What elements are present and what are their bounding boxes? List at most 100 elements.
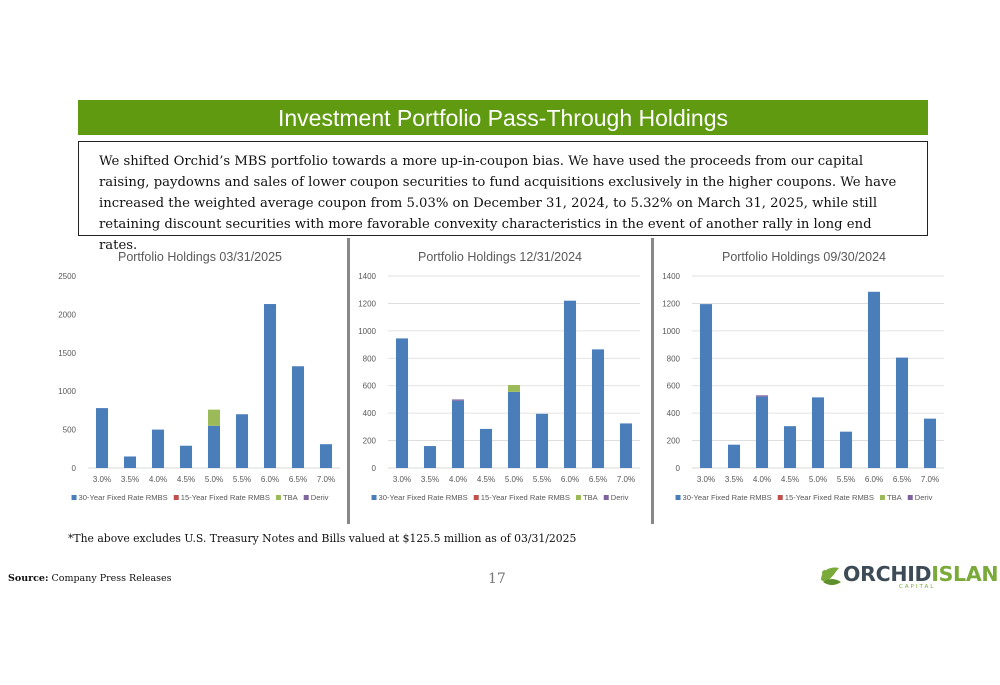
bar-segment bbox=[923, 418, 937, 468]
y-tick-label: 0 bbox=[676, 464, 681, 473]
legend-swatch bbox=[879, 495, 885, 500]
bar-segment bbox=[839, 431, 853, 468]
x-tick-label: 5.0% bbox=[809, 475, 827, 484]
bar-segment bbox=[535, 413, 549, 468]
x-tick-label: 6.0% bbox=[865, 475, 883, 484]
x-tick-label: 4.0% bbox=[149, 475, 167, 484]
x-tick-label: 3.0% bbox=[697, 475, 715, 484]
logo-subtitle: CAPITAL bbox=[899, 584, 936, 590]
x-tick-label: 5.5% bbox=[533, 475, 551, 484]
x-tick-label: 6.5% bbox=[289, 475, 307, 484]
x-tick-label: 7.0% bbox=[317, 475, 335, 484]
logo-wordmark: ORCHIDISLAND bbox=[843, 562, 1000, 586]
bar-segment bbox=[507, 391, 521, 468]
x-tick-label: 4.5% bbox=[781, 475, 799, 484]
y-tick-label: 0 bbox=[72, 464, 77, 473]
y-tick-label: 600 bbox=[667, 382, 681, 391]
bar-segment bbox=[207, 425, 221, 468]
intro-text: We shifted Orchid’s MBS portfolio toward… bbox=[78, 141, 928, 253]
legend-label: 30-Year Fixed Rate RMBS bbox=[379, 493, 468, 502]
bar-segment bbox=[451, 400, 465, 468]
legend-label: 15-Year Fixed Rate RMBS bbox=[785, 493, 874, 502]
legend: 30-Year Fixed Rate RMBS 15-Year Fixed Rat… bbox=[675, 493, 933, 502]
legend: 30-Year Fixed Rate RMBS 15-Year Fixed Rat… bbox=[371, 493, 629, 502]
legend: 30-Year Fixed Rate RMBS 15-Year Fixed Rat… bbox=[71, 493, 329, 502]
chart-title: Portfolio Holdings 12/31/2024 bbox=[418, 250, 582, 264]
bar-segment bbox=[811, 397, 825, 468]
y-tick-label: 800 bbox=[363, 354, 377, 363]
x-tick-label: 4.5% bbox=[477, 475, 495, 484]
y-tick-label: 1200 bbox=[662, 299, 680, 308]
bar-segment bbox=[479, 428, 493, 468]
y-tick-label: 2000 bbox=[58, 310, 76, 319]
legend-label: Deriv bbox=[915, 493, 933, 502]
y-tick-label: 2500 bbox=[58, 272, 76, 281]
legend-label: Deriv bbox=[311, 493, 329, 502]
legend-swatch bbox=[777, 495, 783, 500]
y-tick-label: 1000 bbox=[662, 327, 680, 336]
bar-segment bbox=[895, 357, 909, 468]
x-tick-label: 7.0% bbox=[921, 475, 939, 484]
legend-label: 30-Year Fixed Rate RMBS bbox=[79, 493, 168, 502]
bar-segment bbox=[319, 444, 333, 468]
chart-title: Portfolio Holdings 03/31/2025 bbox=[118, 250, 282, 264]
chart-divider bbox=[347, 238, 350, 524]
legend-label: TBA bbox=[887, 493, 903, 502]
y-tick-label: 1400 bbox=[662, 272, 680, 281]
legend-label: 15-Year Fixed Rate RMBS bbox=[181, 493, 270, 502]
x-tick-label: 5.5% bbox=[837, 475, 855, 484]
bar-segment bbox=[507, 385, 521, 392]
y-tick-label: 600 bbox=[363, 382, 377, 391]
chart-title: Portfolio Holdings 09/30/2024 bbox=[722, 250, 886, 264]
chart-holdings-q1-2025: Portfolio Holdings 03/31/2025 0 500 1000 150… bbox=[50, 240, 350, 525]
x-tick-label: 7.0% bbox=[617, 475, 635, 484]
logo-word-orchid: ORCHID bbox=[843, 562, 932, 586]
x-tick-label: 6.0% bbox=[561, 475, 579, 484]
x-tick-label: 5.0% bbox=[505, 475, 523, 484]
x-tick-label: 4.5% bbox=[177, 475, 195, 484]
bar-segment bbox=[563, 300, 577, 468]
legend-label: 30-Year Fixed Rate RMBS bbox=[683, 493, 772, 502]
chart-svg: Portfolio Holdings 12/31/2024 0 200 400 600 8… bbox=[358, 250, 640, 502]
bar-segment bbox=[235, 414, 249, 468]
x-tick-label: 3.5% bbox=[725, 475, 743, 484]
legend-swatch bbox=[275, 495, 281, 500]
source-note: Source: Company Press Releases bbox=[8, 573, 172, 584]
x-tick-label: 5.0% bbox=[205, 475, 223, 484]
bar-segment bbox=[123, 456, 137, 468]
y-tick-label: 200 bbox=[363, 437, 377, 446]
orchid-leaf-icon bbox=[821, 567, 841, 585]
y-tick-label: 1400 bbox=[358, 272, 376, 281]
y-tick-label: 200 bbox=[667, 437, 681, 446]
y-tick-label: 400 bbox=[363, 409, 377, 418]
logo-word-island: ISLAND bbox=[931, 562, 1000, 586]
y-tick-label: 1200 bbox=[358, 299, 376, 308]
x-tick-label: 3.5% bbox=[121, 475, 139, 484]
y-tick-label: 0 bbox=[372, 464, 377, 473]
bar-segment bbox=[291, 366, 305, 468]
bar-segment bbox=[179, 445, 193, 468]
bar-segment bbox=[755, 395, 769, 397]
x-tick-label: 6.0% bbox=[261, 475, 279, 484]
chart-svg: Portfolio Holdings 09/30/2024 0 200 400 600 8… bbox=[662, 250, 944, 502]
bar-segment bbox=[783, 426, 797, 468]
page-number: 17 bbox=[488, 571, 506, 587]
legend-swatch bbox=[371, 495, 377, 500]
bar-segment bbox=[619, 423, 633, 468]
legend-swatch bbox=[473, 495, 479, 500]
bar-segment bbox=[727, 444, 741, 468]
bar-segment bbox=[755, 396, 769, 468]
bar-segment bbox=[95, 408, 109, 468]
x-tick-label: 4.0% bbox=[449, 475, 467, 484]
legend-swatch bbox=[173, 495, 179, 500]
legend-swatch bbox=[603, 495, 609, 500]
bar-segment bbox=[423, 446, 437, 468]
bar-segment bbox=[395, 338, 409, 468]
legend-swatch bbox=[71, 495, 77, 500]
bar-segment bbox=[451, 399, 465, 401]
legend-label: TBA bbox=[583, 493, 599, 502]
x-tick-label: 5.5% bbox=[233, 475, 251, 484]
bar-segment bbox=[263, 304, 277, 468]
chart-divider bbox=[651, 238, 654, 524]
source-label: Source: bbox=[8, 573, 49, 584]
